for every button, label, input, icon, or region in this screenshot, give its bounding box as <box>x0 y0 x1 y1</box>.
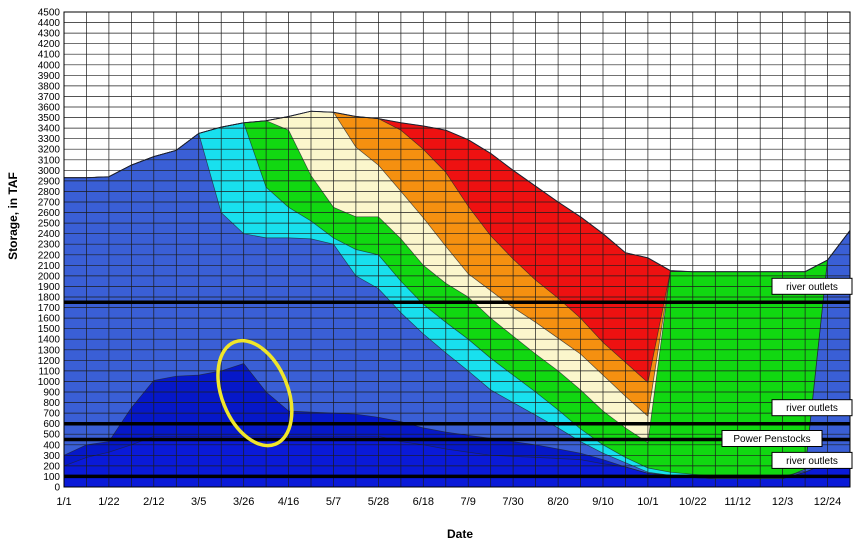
y-tick-label: 4200 <box>38 39 61 50</box>
y-tick-label: 4500 <box>38 8 61 19</box>
y-tick-label: 2700 <box>38 198 61 209</box>
y-tick-label: 1400 <box>38 335 61 346</box>
x-tick-label: 12/24 <box>814 496 842 508</box>
x-tick-label: 7/9 <box>461 496 476 508</box>
y-tick-label: 500 <box>43 430 60 441</box>
y-tick-label: 1300 <box>38 345 61 356</box>
y-tick-label: 200 <box>43 461 60 472</box>
y-tick-label: 1600 <box>38 314 61 325</box>
x-tick-label: 3/5 <box>191 496 206 508</box>
reference-lines: river outlets river outlets Power Penstock… <box>64 277 853 479</box>
x-tick-label: 8/20 <box>547 496 568 508</box>
y-tick-label: 1200 <box>38 356 61 367</box>
y-tick-label: 2000 <box>38 271 61 282</box>
x-tick-label: 9/10 <box>592 496 613 508</box>
y-tick-label: 4400 <box>38 18 61 29</box>
y-tick-label: 1800 <box>38 293 61 304</box>
y-tick-label: 2100 <box>38 261 61 272</box>
y-tick-label: 2900 <box>38 176 61 187</box>
reference-label-box <box>721 430 823 447</box>
x-tick-label: 4/16 <box>278 496 299 508</box>
reference-label: river outlets <box>786 282 838 293</box>
reference-label-box <box>771 399 853 417</box>
y-tick-label: 600 <box>43 419 60 430</box>
y-tick-label: 3500 <box>38 113 61 124</box>
y-tick-label: 2800 <box>38 187 61 198</box>
storage-band-1 <box>64 436 850 487</box>
reference-label: river outlets <box>786 403 838 414</box>
x-tick-label: 5/7 <box>326 496 341 508</box>
x-tick-label: 7/30 <box>502 496 523 508</box>
y-tick-label: 3100 <box>38 155 61 166</box>
x-tick-label: 5/28 <box>368 496 389 508</box>
highlight-ellipse-shape <box>216 338 294 448</box>
x-tick-label: 10/22 <box>679 496 707 508</box>
x-tick-label: 3/26 <box>233 496 254 508</box>
reference-label-box <box>771 277 853 295</box>
highlight-ellipse <box>216 338 294 448</box>
y-tick-label: 100 <box>43 472 60 483</box>
gridlines <box>63 11 851 488</box>
x-tick-labels: 1/1 1/22 2/12 3/5 3/26 4/16 5/7 5/28 6/18 7/9 7/30… <box>56 496 841 508</box>
storage-envelope-line <box>64 110 851 273</box>
y-tick-label: 2200 <box>38 250 61 261</box>
y-tick-label: 3600 <box>38 103 61 114</box>
y-tick-label: 2600 <box>38 208 61 219</box>
reference-label: Power Penstocks <box>733 434 810 445</box>
y-tick-label: 3300 <box>38 134 61 145</box>
y-tick-label: 3700 <box>38 92 61 103</box>
y-tick-label: 1000 <box>38 377 61 388</box>
y-tick-label: 2500 <box>38 219 61 230</box>
y-tick-label: 3000 <box>38 166 61 177</box>
y-tick-label: 3200 <box>38 145 61 156</box>
y-tick-label: 1100 <box>38 366 60 377</box>
reference-label: river outlets <box>786 456 838 467</box>
y-tick-label: 1900 <box>38 282 61 293</box>
y-tick-label: 2300 <box>38 240 61 251</box>
y-tick-label: 800 <box>43 398 60 409</box>
plot-frame <box>63 11 851 488</box>
x-tick-label: 2/12 <box>143 496 164 508</box>
x-tick-label: 6/18 <box>413 496 434 508</box>
x-tick-label: 11/12 <box>724 496 751 508</box>
x-tick-label: 12/3 <box>772 496 793 508</box>
y-tick-label: 1700 <box>38 303 61 314</box>
y-tick-label: 2400 <box>38 229 61 240</box>
y-tick-label: 1500 <box>38 324 61 335</box>
y-tick-label: 900 <box>43 388 60 399</box>
y-tick-label: 3900 <box>38 71 61 82</box>
y-tick-label: 4300 <box>38 29 61 40</box>
x-tick-label: 1/22 <box>98 496 119 508</box>
x-tick-label: 10/1 <box>637 496 658 508</box>
y-tick-labels: 0100200300400500600700800900100011001200… <box>38 8 61 494</box>
reference-label-box <box>771 451 853 469</box>
y-tick-label: 400 <box>43 440 60 451</box>
y-tick-label: 3400 <box>38 124 61 135</box>
y-tick-label: 300 <box>43 451 60 462</box>
x-tick-label: 1/1 <box>56 496 71 508</box>
y-tick-label: 4000 <box>38 60 61 71</box>
y-axis-title: Storage, in TAF <box>6 172 20 260</box>
y-tick-label: 700 <box>43 409 60 420</box>
y-tick-label: 4100 <box>38 50 61 61</box>
y-tick-label: 0 <box>54 483 60 494</box>
y-tick-label: 3800 <box>38 81 61 92</box>
x-axis-title: Date <box>447 527 473 541</box>
